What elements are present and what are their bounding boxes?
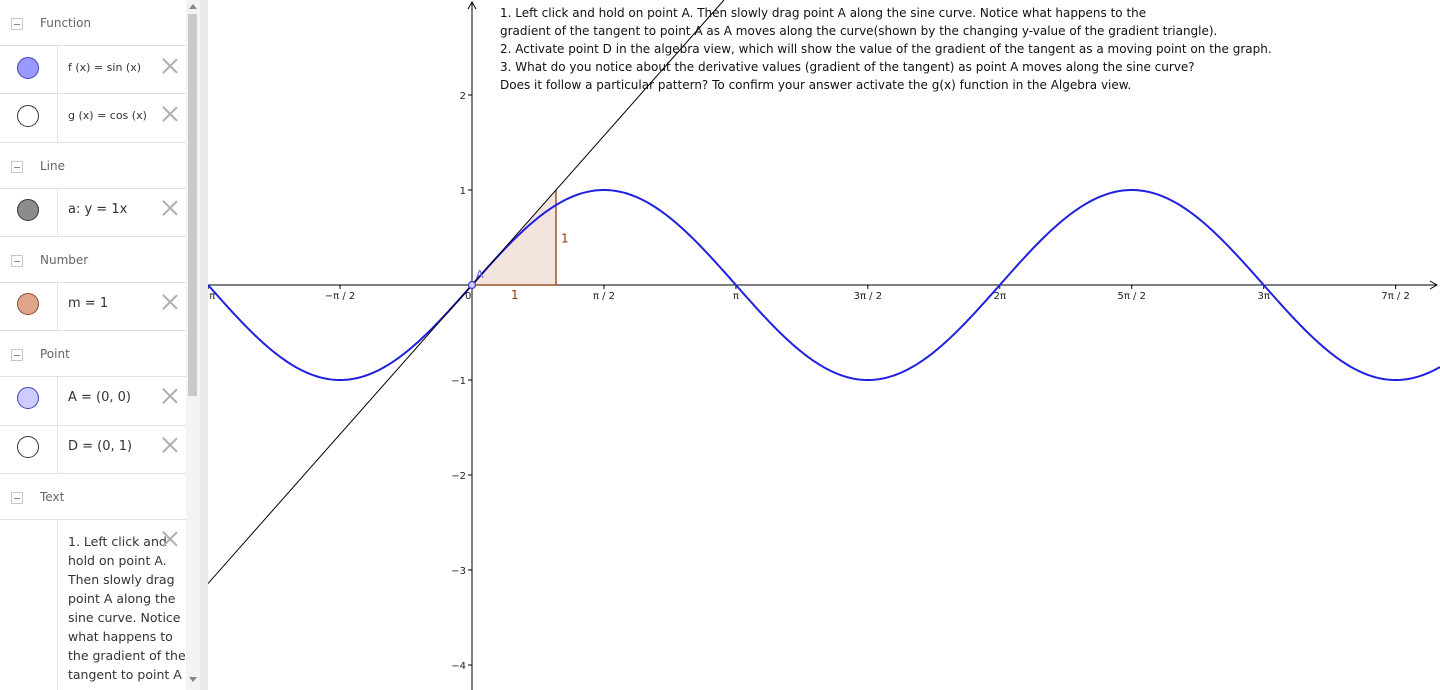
delete-icon[interactable]: [162, 388, 178, 404]
view-divider[interactable]: [200, 0, 208, 690]
text1-content[interactable]: 1. Left click and hold on point A. Then …: [68, 534, 186, 682]
algebra-item-D[interactable]: D = (0, 1): [0, 426, 186, 474]
slope-run-label: 1: [511, 288, 519, 302]
category-label: Number: [40, 253, 89, 267]
category-number: Number: [0, 239, 186, 283]
algebra-scrollbar[interactable]: [186, 0, 200, 690]
scroll-down-arrow-icon[interactable]: [189, 677, 197, 682]
algebra-item-f[interactable]: f (x) = sin (x): [0, 46, 186, 94]
visibility-toggle-f[interactable]: [17, 57, 39, 79]
scroll-up-arrow-icon[interactable]: [189, 4, 197, 9]
category-label: Line: [40, 159, 66, 173]
point-A[interactable]: [467, 280, 477, 290]
x-tick-label: π / 2: [593, 291, 615, 302]
y-tick-label: 1: [460, 186, 466, 197]
expression-f[interactable]: f (x) = sin (x): [68, 61, 142, 74]
y-tick-label: −2: [451, 471, 466, 482]
y-tick-label: −1: [451, 376, 466, 387]
x-tick-label: 3π: [1257, 291, 1269, 302]
category-function: Function: [0, 2, 186, 46]
category-line: Line: [0, 145, 186, 189]
x-tick-label: π: [733, 291, 739, 302]
category-label: Point: [40, 347, 70, 361]
sine-curve-f: [208, 188, 1440, 382]
algebra-item-a[interactable]: a: y = 1x: [0, 189, 186, 237]
x-tick-label: 5π / 2: [1117, 291, 1145, 302]
delete-icon[interactable]: [162, 437, 178, 453]
collapse-number-toggle[interactable]: [11, 255, 23, 267]
instructions-text[interactable]: 1. Left click and hold on point A. Then …: [500, 6, 1272, 92]
scrollbar-thumb[interactable]: [188, 14, 197, 396]
collapse-text-toggle[interactable]: [11, 492, 23, 504]
expression-a[interactable]: a: y = 1x: [68, 202, 128, 217]
collapse-line-toggle[interactable]: [11, 161, 23, 173]
visibility-toggle-D[interactable]: [17, 436, 39, 458]
collapse-function-toggle[interactable]: [11, 18, 23, 30]
tangent-line-a: [208, 0, 725, 584]
x-tick-label: 0: [465, 291, 471, 302]
y-axis-arrow-icon: [467, 0, 477, 10]
y-tick-label: 2: [460, 91, 466, 102]
x-tick-label: 3π / 2: [854, 291, 882, 302]
algebra-view: Function f (x) = sin (x) g (x) = cos (x)…: [0, 0, 186, 690]
x-tick-label: −π / 2: [325, 291, 356, 302]
x-axis-arrow-icon: [1429, 280, 1439, 290]
category-label: Function: [40, 16, 92, 30]
x-tick-label: −π: [208, 291, 215, 302]
category-text: Text: [0, 476, 186, 520]
expression-g[interactable]: g (x) = cos (x): [68, 109, 147, 122]
x-tick-label: 7π / 2: [1381, 291, 1409, 302]
x-tick-label: 2π: [994, 291, 1006, 302]
point-A-label: A: [476, 268, 484, 281]
visibility-toggle-m[interactable]: [17, 293, 39, 315]
category-point: Point: [0, 333, 186, 377]
algebra-item-g[interactable]: g (x) = cos (x): [0, 94, 186, 143]
delete-icon[interactable]: [162, 531, 178, 547]
y-tick-label: −4: [451, 661, 466, 672]
category-label: Text: [40, 490, 65, 504]
expression-m[interactable]: m = 1: [68, 296, 109, 311]
algebra-item-m[interactable]: m = 1: [0, 283, 186, 331]
y-tick-label: −3: [451, 566, 466, 577]
visibility-toggle-a[interactable]: [17, 199, 39, 221]
delete-icon[interactable]: [162, 106, 178, 122]
delete-icon[interactable]: [162, 294, 178, 310]
delete-icon[interactable]: [162, 200, 178, 216]
algebra-item-text1[interactable]: 1. Left click and hold on point A. Then …: [0, 520, 186, 690]
algebra-item-A[interactable]: A = (0, 0): [0, 377, 186, 426]
visibility-toggle-A[interactable]: [17, 387, 39, 409]
expression-D[interactable]: D = (0, 1): [68, 439, 133, 454]
slope-rise-label: 1: [561, 232, 569, 246]
delete-icon[interactable]: [162, 58, 178, 74]
visibility-toggle-g[interactable]: [17, 105, 39, 127]
collapse-point-toggle[interactable]: [11, 349, 23, 361]
expression-A[interactable]: A = (0, 0): [68, 390, 132, 405]
